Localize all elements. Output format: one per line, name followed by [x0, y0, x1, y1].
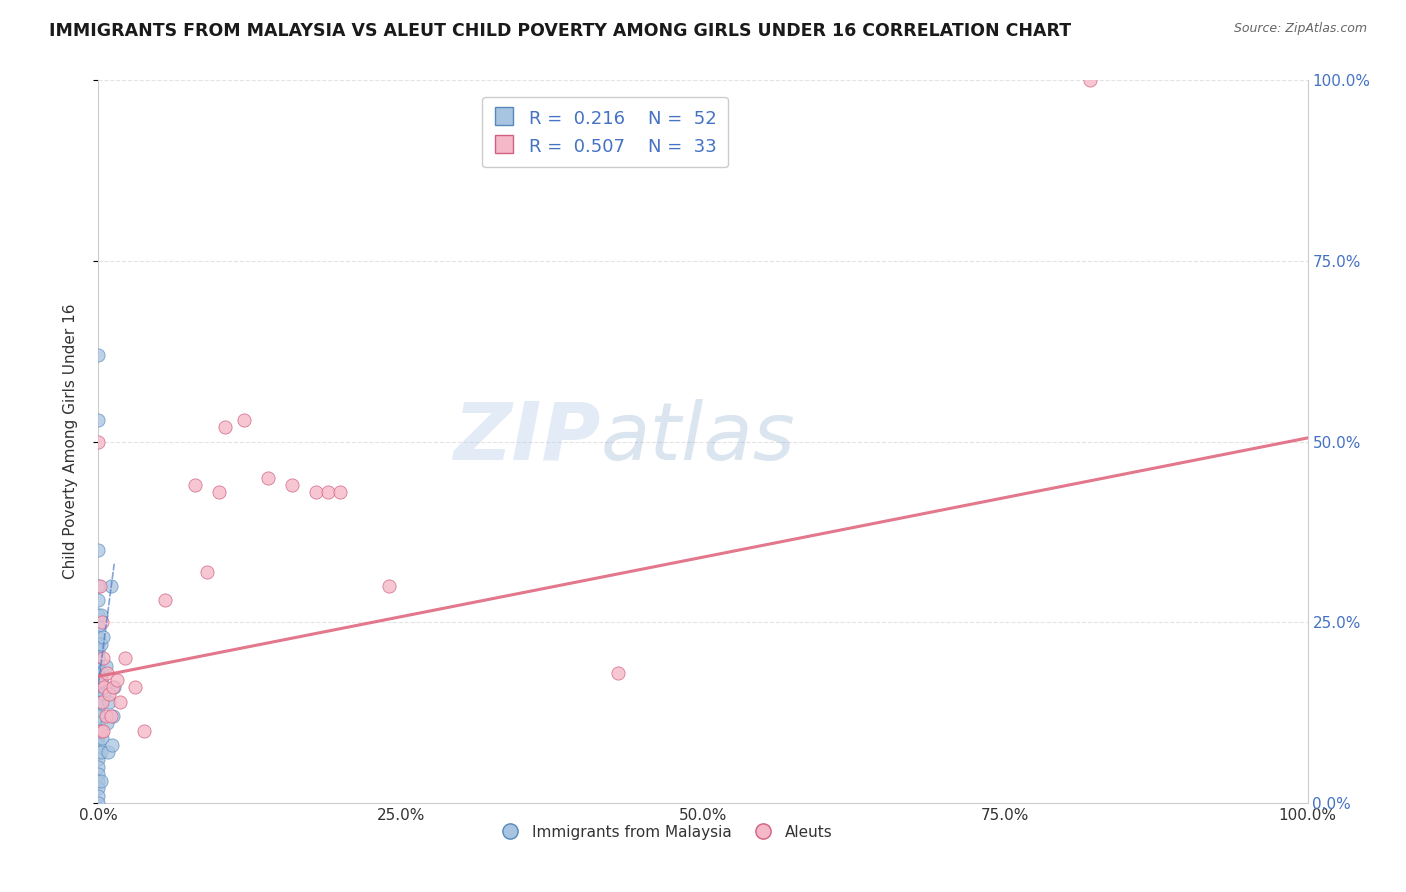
Point: [87, 767, 110, 781]
Point: [91, 695, 114, 709]
Point: [256, 470, 278, 484]
Point: [90, 695, 112, 709]
Point: [87, 752, 110, 766]
Point: [214, 420, 236, 434]
Point: [87, 745, 110, 759]
Point: [87, 593, 110, 607]
Point: [94, 658, 117, 673]
Point: [100, 738, 122, 752]
Point: [87, 796, 110, 810]
Point: [90, 745, 112, 759]
Point: [90, 723, 112, 738]
Point: [87, 687, 110, 701]
Point: [100, 709, 122, 723]
Point: [87, 434, 110, 449]
Point: [98, 695, 121, 709]
Point: [108, 695, 131, 709]
Point: [91, 651, 114, 665]
Point: [87, 651, 110, 665]
Point: [87, 658, 110, 673]
Point: [87, 774, 110, 789]
Point: [316, 485, 339, 500]
Point: [101, 680, 124, 694]
Point: [100, 579, 122, 593]
Point: [87, 716, 110, 731]
Point: [281, 478, 304, 492]
Text: IMMIGRANTS FROM MALAYSIA VS ALEUT CHILD POVERTY AMONG GIRLS UNDER 16 CORRELATION: IMMIGRANTS FROM MALAYSIA VS ALEUT CHILD …: [49, 22, 1071, 40]
Point: [195, 565, 218, 579]
Point: [91, 630, 114, 644]
Point: [87, 781, 110, 796]
Point: [103, 680, 125, 694]
Point: [305, 485, 328, 500]
Point: [87, 542, 110, 557]
Point: [87, 348, 110, 362]
Point: [87, 723, 110, 738]
Legend: Immigrants from Malaysia, Aleuts: Immigrants from Malaysia, Aleuts: [495, 819, 838, 846]
Point: [87, 702, 110, 716]
Text: Source: ZipAtlas.com: Source: ZipAtlas.com: [1233, 22, 1367, 36]
Point: [153, 593, 176, 607]
Point: [91, 615, 114, 630]
Point: [87, 760, 110, 774]
Point: [87, 607, 110, 622]
Point: [87, 644, 110, 658]
Point: [101, 709, 124, 723]
Point: [329, 485, 352, 500]
Point: [90, 774, 112, 789]
Point: [232, 413, 254, 427]
Point: [114, 651, 136, 665]
Point: [1078, 73, 1101, 87]
Point: [87, 413, 110, 427]
Point: [87, 680, 110, 694]
Point: [90, 607, 112, 622]
Point: [105, 673, 128, 687]
Point: [96, 665, 118, 680]
Point: [94, 709, 117, 723]
Point: [90, 673, 112, 687]
Point: [377, 579, 399, 593]
Point: [87, 673, 110, 687]
Point: [87, 665, 110, 680]
Point: [87, 709, 110, 723]
Point: [96, 716, 118, 731]
Point: [208, 485, 231, 500]
Point: [91, 723, 114, 738]
Point: [87, 789, 110, 803]
Point: [87, 683, 110, 698]
Point: [93, 687, 115, 701]
Point: [87, 731, 110, 745]
Point: [91, 665, 114, 680]
Point: [87, 630, 110, 644]
Y-axis label: Child Poverty Among Girls Under 16: Child Poverty Among Girls Under 16: [63, 304, 77, 579]
Point: [124, 680, 146, 694]
Text: atlas: atlas: [600, 399, 794, 477]
Point: [87, 695, 110, 709]
Point: [87, 619, 110, 633]
Point: [93, 680, 115, 694]
Point: [607, 665, 630, 680]
Point: [87, 738, 110, 752]
Point: [91, 731, 114, 745]
Point: [87, 637, 110, 651]
Point: [90, 637, 112, 651]
Point: [90, 673, 112, 687]
Point: [87, 662, 110, 676]
Point: [97, 745, 120, 759]
Point: [87, 676, 110, 690]
Point: [87, 579, 110, 593]
Point: [98, 687, 121, 701]
Point: [89, 579, 111, 593]
Point: [184, 478, 207, 492]
Point: [134, 723, 156, 738]
Text: ZIP: ZIP: [453, 399, 600, 477]
